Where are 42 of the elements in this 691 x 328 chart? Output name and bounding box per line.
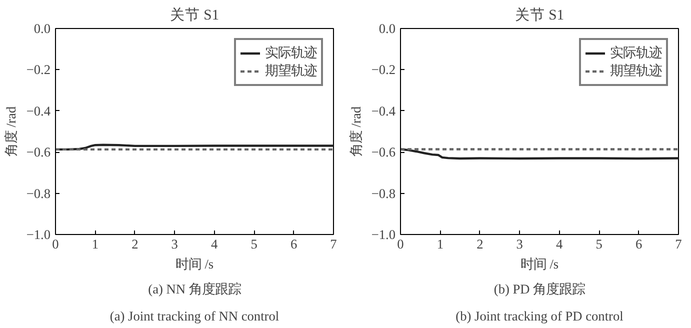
text: (a) Joint tracking of NN control [110, 308, 280, 324]
y-tick-label: −1.0 [26, 227, 51, 242]
y-tick-label: −0.4 [371, 103, 396, 118]
legend-label: 实际轨迹 [265, 44, 317, 62]
x-tick-label: 0 [52, 236, 60, 252]
y-tick-label: −0.8 [371, 186, 396, 201]
text: (a) NN 角度跟踪 [148, 282, 241, 296]
y-tick-label: −0.8 [26, 186, 51, 201]
y-tick-label: 0.0 [34, 21, 51, 36]
x-tick-label: 6 [290, 236, 298, 252]
x-tick-label: 2 [476, 236, 484, 252]
x-tick-label: 5 [250, 236, 258, 252]
x-tick-label: 2 [132, 236, 138, 252]
x-tick-label: 0 [397, 236, 404, 252]
text: (b) Joint tracking of PD control [456, 308, 624, 324]
y-axis-title: 角度 /rad [348, 106, 364, 157]
y-tick-label: −0.6 [371, 144, 396, 160]
x-tick-label: 6 [635, 236, 642, 252]
text: (b) PD 角度跟踪 [494, 282, 586, 296]
x-axis-title: 时间 /s [520, 256, 559, 272]
x-tick-label: 3 [171, 236, 178, 252]
x-tick-label: 1 [92, 236, 99, 252]
x-tick-label: 3 [516, 236, 524, 252]
y-tick-label: −0.2 [26, 62, 51, 78]
x-tick-label: 4 [556, 236, 564, 252]
y-tick-label: −0.2 [371, 62, 396, 78]
x-axis-title: 时间 /s [175, 256, 214, 272]
chart-title: 关节 S1 [514, 6, 564, 24]
x-tick-label: 7 [675, 236, 682, 252]
legend-label: 期望轨迹 [610, 62, 662, 80]
y-tick-label: 0.0 [378, 21, 396, 36]
y-axis-title: 角度 /rad [3, 106, 18, 157]
x-tick-label: 5 [596, 236, 603, 252]
x-tick-label: 1 [436, 236, 444, 252]
legend-label: 期望轨迹 [265, 62, 317, 80]
legend-label: 实际轨迹 [610, 44, 662, 62]
y-tick-label: −0.4 [26, 103, 51, 118]
y-tick-label: −1.0 [371, 227, 396, 242]
x-tick-label: 7 [330, 236, 338, 252]
y-tick-label: −0.6 [26, 144, 51, 160]
x-tick-label: 4 [211, 236, 218, 252]
chart-title: 关节 S1 [170, 6, 220, 24]
